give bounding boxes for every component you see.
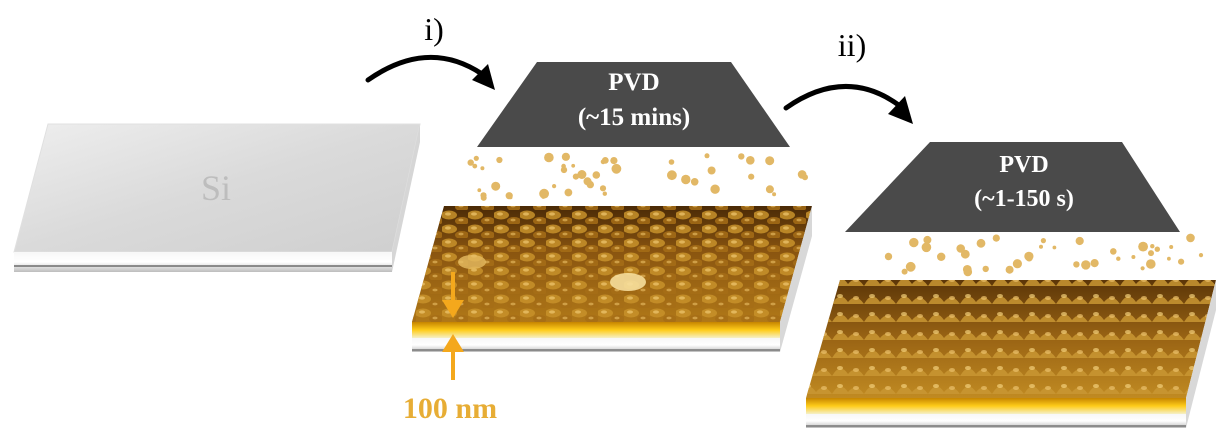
gold-particle xyxy=(577,170,587,179)
gold-particle xyxy=(1073,261,1080,268)
gold-particle xyxy=(1110,248,1117,255)
gold-particle xyxy=(1138,241,1148,252)
gold-particle xyxy=(1075,236,1084,246)
gold-particle xyxy=(561,163,566,169)
thickness-indicator xyxy=(442,272,464,380)
pvd-source-1: PVD (~15 mins) xyxy=(477,62,790,147)
gold-particle xyxy=(480,192,487,199)
gold-particle xyxy=(909,237,919,248)
gold-particle xyxy=(1154,246,1161,252)
gold-particle xyxy=(1039,244,1043,249)
thickness-label: 100 nm xyxy=(403,392,497,425)
step-1-arrow xyxy=(365,55,495,90)
gold-film-sample-1 xyxy=(412,206,812,352)
gold-particle xyxy=(690,178,699,186)
gold-particle xyxy=(704,153,710,159)
gold-particle xyxy=(1148,250,1154,257)
gold-particle xyxy=(552,184,557,189)
gold-particle xyxy=(599,185,607,192)
gold-particle xyxy=(1081,260,1091,270)
gold-particle xyxy=(1012,259,1023,269)
gold-particle xyxy=(681,174,691,185)
gold-particle xyxy=(1040,238,1046,244)
pvd-2-duration: (~1-150 s) xyxy=(974,186,1074,212)
gold-particle xyxy=(600,159,606,165)
gold-particle xyxy=(472,163,478,169)
gold-particle xyxy=(1052,245,1057,250)
step-2-label: ii) xyxy=(838,27,866,63)
gold-particle xyxy=(571,163,576,168)
gold-particle xyxy=(467,159,474,166)
gold-particle xyxy=(1025,254,1033,262)
si-substrate: Si xyxy=(13,123,421,272)
gold-particle xyxy=(923,235,932,244)
gold-particle xyxy=(602,191,607,196)
gold-particle xyxy=(477,188,482,193)
gold-film-sample-2 xyxy=(806,280,1216,428)
gold-particle xyxy=(1131,255,1136,259)
pvd-source-2: PVD (~1-150 s) xyxy=(845,142,1180,232)
gold-particle xyxy=(772,192,777,197)
si-label: Si xyxy=(201,168,231,208)
gold-particles-2 xyxy=(884,233,1204,277)
gold-particle xyxy=(905,261,916,272)
gold-particle xyxy=(982,265,989,273)
gold-particle xyxy=(937,252,946,261)
gold-particle xyxy=(610,157,618,165)
pvd-1-duration: (~15 mins) xyxy=(578,104,690,131)
gold-particle xyxy=(667,170,677,181)
gold-particle xyxy=(592,171,601,179)
gold-particle xyxy=(505,192,513,200)
gold-particle xyxy=(1150,244,1155,249)
gold-particle xyxy=(921,242,932,253)
gold-particle xyxy=(884,252,893,261)
gold-particle xyxy=(738,153,745,160)
gold-particle xyxy=(560,166,568,174)
step-2-arrow xyxy=(783,84,913,124)
gold-particle xyxy=(1116,256,1121,261)
gold-particle xyxy=(1178,258,1185,265)
gold-particle xyxy=(765,156,775,166)
gold-particle xyxy=(710,184,720,194)
gold-particle xyxy=(1146,259,1156,269)
gold-particle xyxy=(901,268,908,275)
gold-particle xyxy=(992,234,1000,242)
gold-particle xyxy=(1167,256,1171,261)
gold-particle xyxy=(583,177,592,186)
gold-particle xyxy=(963,267,973,277)
gold-particle xyxy=(496,156,503,164)
gold-particle xyxy=(561,152,571,161)
gold-particle xyxy=(765,185,774,194)
gold-particle xyxy=(746,156,755,165)
gold-particles-1 xyxy=(467,152,808,201)
gold-particle xyxy=(1169,245,1174,249)
gold-particle xyxy=(544,152,554,163)
gold-particle xyxy=(802,174,808,181)
pvd-2-title: PVD xyxy=(999,152,1048,178)
gold-particle xyxy=(976,238,986,248)
gold-particle xyxy=(564,188,573,197)
gold-particle xyxy=(668,159,675,165)
gold-particle xyxy=(956,244,965,253)
gold-particle xyxy=(541,194,546,199)
gold-particle xyxy=(1090,259,1099,268)
gold-particle xyxy=(748,173,755,180)
gold-particle xyxy=(473,155,479,161)
gold-particle xyxy=(1198,253,1204,258)
gold-particle xyxy=(1005,265,1014,274)
gold-particle xyxy=(1186,233,1195,243)
gold-particle xyxy=(491,181,501,191)
gold-particle xyxy=(480,166,485,171)
gold-particle xyxy=(707,166,716,175)
gold-particle xyxy=(611,163,622,174)
gold-particle xyxy=(1140,266,1145,271)
step-1-label: i) xyxy=(424,11,444,47)
pvd-1-title: PVD xyxy=(608,69,659,96)
